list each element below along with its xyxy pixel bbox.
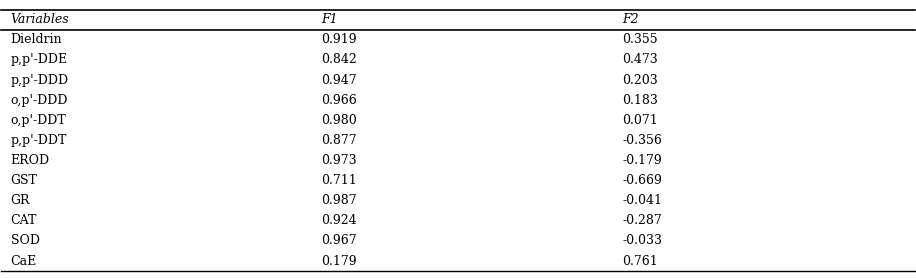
Text: 0.919: 0.919 bbox=[321, 33, 356, 46]
Text: p,p'-DDD: p,p'-DDD bbox=[10, 74, 69, 86]
Text: o,p'-DDD: o,p'-DDD bbox=[10, 94, 68, 107]
Text: 0.071: 0.071 bbox=[622, 114, 658, 127]
Text: 0.183: 0.183 bbox=[622, 94, 659, 107]
Text: 0.842: 0.842 bbox=[321, 53, 356, 66]
Text: 0.179: 0.179 bbox=[321, 255, 356, 267]
Text: CAT: CAT bbox=[10, 214, 37, 227]
Text: 0.203: 0.203 bbox=[622, 74, 658, 86]
Text: -0.033: -0.033 bbox=[622, 234, 662, 247]
Text: -0.669: -0.669 bbox=[622, 174, 662, 187]
Text: -0.356: -0.356 bbox=[622, 134, 662, 147]
Text: -0.287: -0.287 bbox=[622, 214, 662, 227]
Text: 0.987: 0.987 bbox=[321, 194, 356, 207]
Text: 0.355: 0.355 bbox=[622, 33, 658, 46]
Text: p,p'-DDT: p,p'-DDT bbox=[10, 134, 67, 147]
Text: 0.761: 0.761 bbox=[622, 255, 658, 267]
Text: 0.924: 0.924 bbox=[321, 214, 356, 227]
Text: 0.967: 0.967 bbox=[321, 234, 356, 247]
Text: 0.973: 0.973 bbox=[321, 154, 356, 167]
Text: 0.980: 0.980 bbox=[321, 114, 356, 127]
Text: Variables: Variables bbox=[10, 13, 69, 26]
Text: SOD: SOD bbox=[10, 234, 39, 247]
Text: GR: GR bbox=[10, 194, 30, 207]
Text: p,p'-DDE: p,p'-DDE bbox=[10, 53, 68, 66]
Text: -0.041: -0.041 bbox=[622, 194, 662, 207]
Text: 0.877: 0.877 bbox=[321, 134, 356, 147]
Text: F1: F1 bbox=[321, 13, 338, 26]
Text: F2: F2 bbox=[622, 13, 639, 26]
Text: CaE: CaE bbox=[10, 255, 37, 267]
Text: 0.966: 0.966 bbox=[321, 94, 356, 107]
Text: Dieldrin: Dieldrin bbox=[10, 33, 62, 46]
Text: 0.711: 0.711 bbox=[321, 174, 356, 187]
Text: 0.947: 0.947 bbox=[321, 74, 356, 86]
Text: EROD: EROD bbox=[10, 154, 49, 167]
Text: -0.179: -0.179 bbox=[622, 154, 662, 167]
Text: GST: GST bbox=[10, 174, 38, 187]
Text: 0.473: 0.473 bbox=[622, 53, 658, 66]
Text: o,p'-DDT: o,p'-DDT bbox=[10, 114, 66, 127]
